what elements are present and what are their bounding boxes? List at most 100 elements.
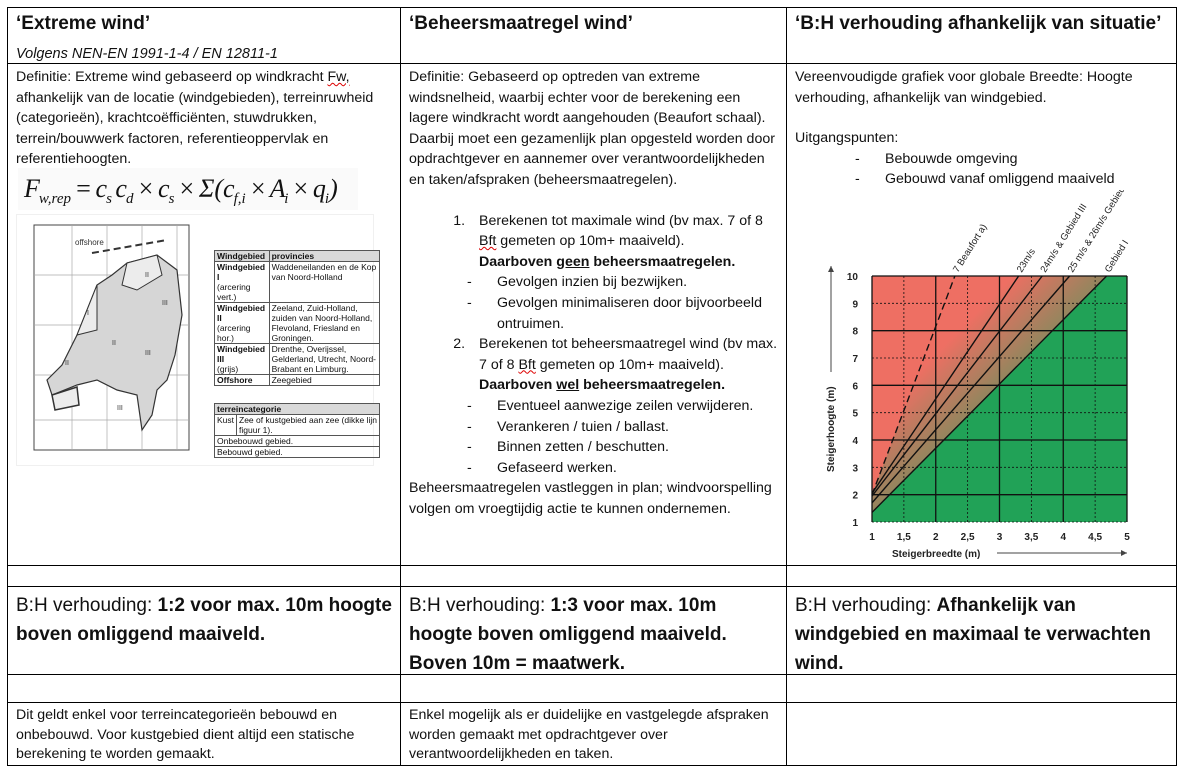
definition-text: afhankelijk van de locatie (windgebieden… bbox=[16, 89, 374, 168]
y-tick-label: 4 bbox=[852, 436, 858, 447]
map-region-label: III bbox=[117, 405, 123, 412]
table-border bbox=[7, 702, 1177, 703]
map-region-label: III bbox=[162, 300, 168, 307]
bh-label: B:H verhouding: bbox=[409, 595, 551, 616]
formula-subscript: i bbox=[324, 191, 330, 207]
x-tick-label: 4,5 bbox=[1088, 532, 1102, 543]
step-bft: Bft bbox=[518, 356, 536, 373]
assumptions-label: Uitgangspunten: bbox=[795, 130, 899, 147]
table-row: Bebouwd gebied. bbox=[214, 446, 380, 458]
windgebied-name: Windgebied I bbox=[217, 262, 266, 282]
terrain-name: Bebouwd gebied. bbox=[214, 446, 380, 458]
definition-extreme-wind: Definitie: Extreme wind gebaseerd op win… bbox=[8, 64, 400, 173]
y-tick-label: 3 bbox=[852, 463, 858, 474]
y-tick-label: 10 bbox=[847, 272, 859, 283]
x-tick-label: 2 bbox=[933, 532, 939, 543]
windgebied-map: offshore I II II II III III III Windgebi… bbox=[16, 214, 381, 466]
map-region-label: I bbox=[87, 310, 89, 317]
x-tick-label: 5 bbox=[1124, 532, 1130, 543]
header-beheersmaatregel: ‘Beheersmaatregel wind’ bbox=[409, 13, 633, 34]
x-tick-label: 2,5 bbox=[961, 532, 975, 543]
table-row: Offshore Zeegebied bbox=[214, 374, 381, 386]
x-tick-label: 3 bbox=[997, 532, 1003, 543]
y-tick-label: 1 bbox=[852, 518, 858, 529]
series-label: 7 Beaufort a) bbox=[951, 222, 989, 274]
table-border bbox=[7, 7, 1177, 8]
table-row: Windgebied III (grijs) Drenthe, Overijssel… bbox=[214, 343, 381, 375]
step-bft: Bft bbox=[479, 233, 497, 250]
step-bold: Daarboven bbox=[479, 377, 557, 394]
definition-bh: Vereenvoudigde grafiek voor globale Bree… bbox=[787, 64, 1176, 193]
list-item: Eventueel aanwezige zeilen verwijderen. bbox=[467, 396, 778, 417]
step-text: Berekenen tot maximale wind (bv max. 7 o… bbox=[479, 212, 763, 229]
steps-list: Berekenen tot maximale wind (bv max. 7 o… bbox=[409, 211, 778, 273]
step-bold: Daarboven bbox=[479, 253, 557, 270]
map-region-label: III bbox=[145, 350, 151, 357]
table-border bbox=[1176, 7, 1177, 766]
table-border bbox=[400, 7, 401, 766]
terreincategorie-table: terreincategorie Kust Zee of kustgebied a… bbox=[213, 403, 380, 458]
bh-ratio-situatie: B:H verhouding: Afhankelijk van windgebi… bbox=[787, 587, 1176, 681]
table-border bbox=[7, 565, 1177, 566]
x-tick-label: 1,5 bbox=[897, 532, 911, 543]
terrain-name: Onbebouwd gebied. bbox=[214, 435, 380, 447]
windgebied-hatch: (grijs) bbox=[217, 364, 239, 374]
terrain-name: Kust bbox=[213, 414, 238, 436]
bh-ratio-extreme: B:H verhouding: 1:2 voor max. 10m hoogte… bbox=[8, 587, 400, 652]
column-subtitle: Volgens NEN-EN 1991-1-4 / EN 12811-1 bbox=[16, 46, 278, 62]
step-bold-underline: wel bbox=[556, 377, 580, 394]
windgebied-hatch: (arcering hor.) bbox=[217, 323, 251, 343]
definition-fw: Fw, bbox=[327, 69, 350, 85]
bh-value: Afhankelijk van windgebied en maximaal t… bbox=[795, 595, 1151, 674]
y-axis-arrowhead bbox=[828, 266, 834, 272]
bh-ratio-beheersmaatregel: B:H verhouding: 1:3 voor max. 10m hoogte… bbox=[401, 587, 786, 681]
note-situatie bbox=[787, 703, 1176, 709]
series-label: Gebied I bbox=[1103, 238, 1131, 274]
table-row: Kust Zee of kustgebied aan zee (dikke lij… bbox=[213, 414, 380, 436]
list-item: Gefaseerd werken. bbox=[467, 458, 778, 479]
netherlands-map-icon: offshore I II II II III III III bbox=[33, 224, 190, 451]
list-item: Gevolgen minimaliseren door bijvoorbeeld… bbox=[467, 293, 778, 334]
map-region-label: II bbox=[65, 360, 69, 367]
formula-text: F w,rep = c s c d × c s × Σ(c f,i × A i … bbox=[24, 174, 338, 207]
y-axis-label: Steigerhoogte (m) bbox=[826, 386, 837, 472]
x-tick-label: 4 bbox=[1060, 532, 1066, 543]
x-axis-label: Steigerbreedte (m) bbox=[892, 549, 980, 560]
table-row: Onbebouwd gebied. bbox=[214, 435, 380, 447]
step-bold: beheersmaatregelen. bbox=[589, 253, 736, 270]
x-axis-arrowhead bbox=[1121, 550, 1127, 556]
step-bold-underline: geen bbox=[556, 253, 590, 270]
bh-value: 1:2 voor max. 10m hoogte boven omliggend… bbox=[16, 595, 392, 645]
windgebied-provinces: Zeegebied bbox=[268, 374, 381, 386]
series-line bbox=[871, 275, 1043, 497]
table-border bbox=[7, 765, 1177, 766]
windgebied-name: Windgebied II bbox=[217, 303, 266, 323]
bh-label: B:H verhouding: bbox=[795, 595, 937, 616]
windgebied-provinces: Drenthe, Overijssel, Gelderland, Utrecht… bbox=[268, 343, 381, 375]
windgebied-hatch: (arcering vert.) bbox=[217, 282, 251, 302]
y-tick-label: 6 bbox=[852, 381, 858, 392]
list-item: Verankeren / tuien / ballast. bbox=[467, 417, 778, 438]
table-border bbox=[786, 7, 787, 766]
x-tick-label: 3,5 bbox=[1024, 532, 1038, 543]
header-extreme-wind: ‘Extreme wind’ Volgens NEN-EN 1991-1-4 /… bbox=[8, 8, 400, 69]
table-header: terreincategorie bbox=[214, 403, 380, 415]
formula-image: F w,rep = c s c d × c s × Σ(c f,i × A i … bbox=[18, 168, 358, 210]
map-region-label: II bbox=[112, 340, 116, 347]
series-line bbox=[871, 275, 1071, 504]
closing-text: Beheersmaatregelen vastleggen in plan; w… bbox=[409, 480, 772, 517]
list-item: Gevolgen inzien bij bezwijken. bbox=[467, 272, 778, 293]
column-title: ‘Extreme wind’ bbox=[16, 13, 151, 34]
list-item: Bebouwde omgeving bbox=[855, 149, 1168, 170]
y-tick-label: 5 bbox=[852, 409, 858, 420]
map-offshore-label: offshore bbox=[75, 238, 104, 247]
table-header: provincies bbox=[268, 250, 381, 262]
table-border bbox=[7, 63, 1177, 64]
formula-subscript: s bbox=[168, 191, 175, 207]
series-label: 25 m/s & 26m/s Gebied II bbox=[1066, 190, 1132, 275]
table-border bbox=[7, 7, 8, 766]
list-item: Gebouwd vanaf omliggend maaiveld bbox=[855, 169, 1168, 190]
note-extreme: Dit geldt enkel voor terreincategorieën … bbox=[16, 707, 355, 762]
table-row: Windgebied I (arcering vert.) Waddeneiland… bbox=[214, 261, 381, 303]
table-border bbox=[7, 674, 1177, 675]
